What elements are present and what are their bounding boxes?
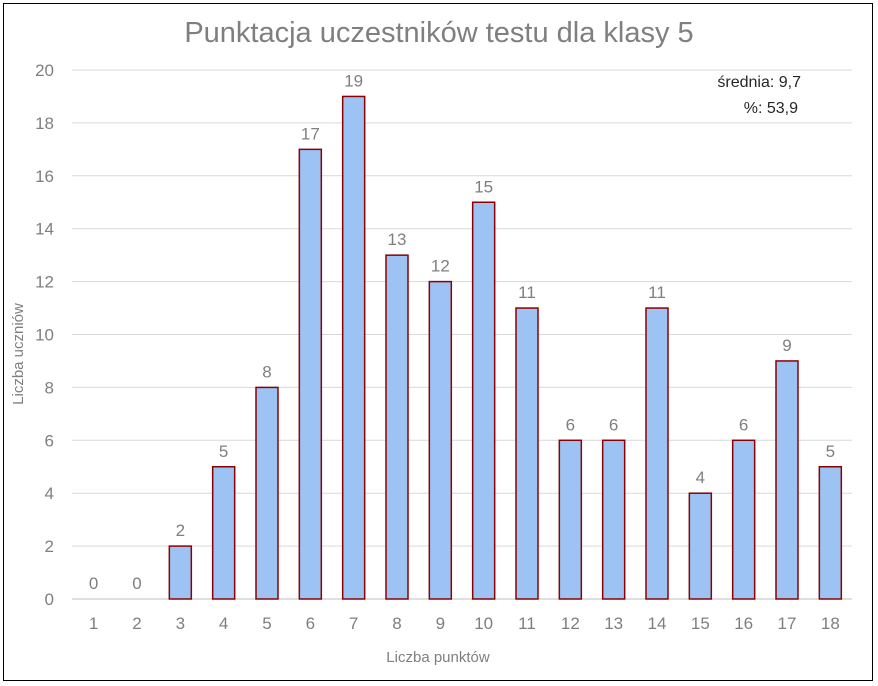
bar (255, 386, 279, 600)
x-tick-label: 16 (734, 614, 753, 633)
bars (168, 95, 843, 600)
data-label: 6 (739, 415, 748, 434)
x-tick-label: 6 (306, 614, 315, 633)
data-label: 17 (301, 124, 320, 143)
bar (775, 360, 799, 600)
data-label: 11 (518, 283, 536, 302)
bar (731, 439, 756, 600)
x-tick-label: 2 (132, 614, 141, 633)
data-label: 2 (176, 521, 185, 540)
data-label: 0 (132, 574, 141, 593)
bar (168, 545, 193, 600)
percent-annotation: %: 53,9 (744, 100, 798, 117)
y-tick-label: 10 (35, 326, 54, 345)
bar (818, 466, 843, 600)
x-tick-label: 18 (821, 614, 840, 633)
y-tick-label: 12 (35, 273, 54, 292)
bar (688, 492, 713, 600)
x-tick-label: 12 (561, 614, 580, 633)
data-label: 0 (89, 574, 98, 593)
x-tick-label: 3 (176, 614, 185, 633)
data-label: 6 (609, 415, 618, 434)
x-tick-label: 11 (518, 614, 536, 633)
data-label: 5 (219, 442, 228, 461)
x-tick-label: 1 (89, 614, 98, 633)
bar (385, 254, 409, 600)
x-tick-label: 7 (349, 614, 358, 633)
x-tick-label: 10 (474, 614, 493, 633)
bar (428, 280, 453, 600)
x-axis-title: Liczba punktów (386, 649, 490, 666)
data-label: 12 (431, 257, 450, 276)
data-label: 9 (782, 336, 791, 355)
mean-annotation: średnia: 9,7 (717, 74, 801, 91)
x-tick-labels: 1 2 3 4 5 6 7 8 9 10 11 12 13 14 15 16 17 18 (89, 614, 840, 633)
y-tick-label: 2 (45, 537, 54, 556)
y-tick-labels: 0 2 4 6 8 10 12 14 16 18 20 (35, 61, 54, 609)
y-tick-label: 8 (45, 378, 54, 397)
y-tick-label: 4 (45, 484, 54, 503)
bar (211, 466, 236, 600)
x-tick-label: 14 (648, 614, 667, 633)
data-label: 4 (696, 468, 705, 487)
data-label: 15 (474, 177, 493, 196)
bar (558, 439, 583, 600)
x-tick-label: 15 (691, 614, 710, 633)
data-label: 19 (344, 71, 363, 90)
y-tick-label: 14 (35, 220, 54, 239)
chart-frame: Punktacja uczestników testu dla klasy 5 … (3, 3, 873, 681)
y-tick-label: 18 (35, 114, 54, 133)
x-tick-label: 4 (219, 614, 228, 633)
chart-title: Punktacja uczestników testu dla klasy 5 (184, 17, 693, 49)
bar (341, 95, 366, 600)
bar (515, 307, 539, 600)
data-label: 6 (566, 415, 575, 434)
y-tick-label: 0 (45, 590, 54, 609)
data-label: 11 (648, 283, 666, 302)
x-tick-label: 13 (604, 614, 623, 633)
bar (601, 439, 626, 600)
y-tick-label: 16 (35, 167, 54, 186)
y-tick-label: 20 (35, 61, 54, 80)
data-label: 13 (388, 230, 407, 249)
x-tick-label: 9 (436, 614, 445, 633)
bar-chart: Punktacja uczestników testu dla klasy 5 … (10, 17, 852, 666)
data-label: 8 (262, 362, 271, 381)
bar (298, 148, 323, 600)
x-tick-label: 17 (778, 614, 797, 633)
y-axis-title: Liczba uczniów (10, 303, 27, 405)
x-tick-label: 5 (262, 614, 271, 633)
bar (471, 201, 496, 600)
gridlines (72, 69, 852, 600)
data-label: 5 (826, 442, 835, 461)
x-tick-label: 8 (392, 614, 401, 633)
bar (645, 307, 669, 600)
data-labels: 0 0 2 5 8 17 19 13 12 15 11 6 6 11 4 6 9 5 (89, 71, 835, 593)
y-tick-label: 6 (45, 431, 54, 450)
